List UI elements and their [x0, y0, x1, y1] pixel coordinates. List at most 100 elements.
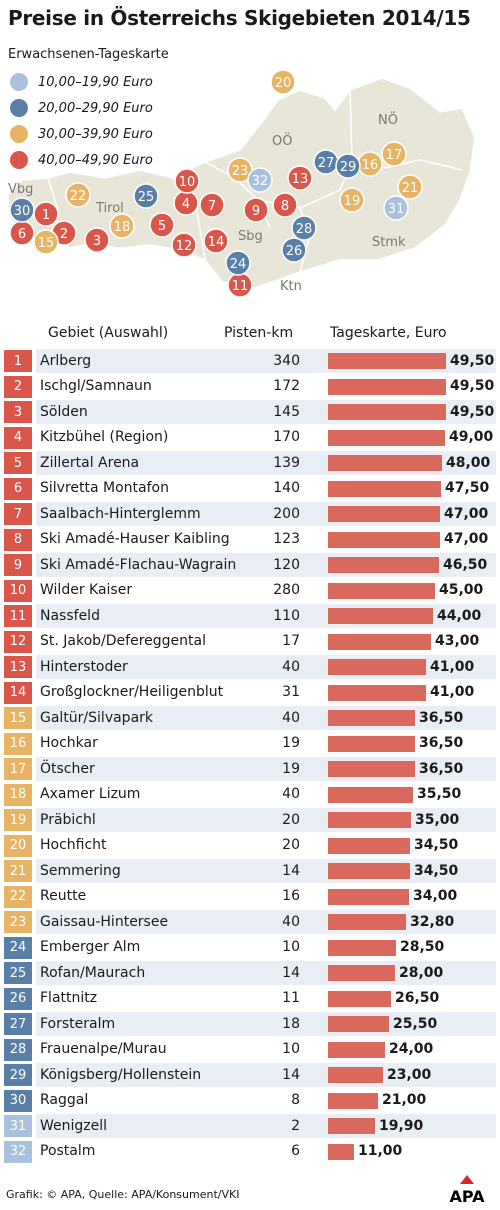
map-marker-circle — [171, 232, 197, 258]
rank-badge: 9 — [4, 554, 32, 576]
rank-badge: 6 — [4, 477, 32, 500]
legend-label: 20,00–29,90 Euro — [38, 100, 153, 116]
area-name: Kitzbühel (Region) — [40, 429, 169, 446]
area-name: Arlberg — [40, 352, 92, 369]
region-label-sbg: Sbg — [238, 229, 263, 244]
price-label: 35,00 — [415, 811, 460, 828]
map-marker-number: 32 — [252, 174, 269, 189]
rank-badge: 18 — [4, 783, 32, 806]
price-bar — [328, 710, 415, 726]
rank-badge: 14 — [4, 681, 32, 704]
price-bar — [328, 659, 426, 675]
table-row: 2 Ischgl/Samnaun 172 49,50 — [0, 374, 500, 400]
piste-km: 145 — [273, 403, 300, 420]
map-marker: 30 — [9, 197, 35, 223]
map-marker-circle — [203, 228, 229, 254]
map-marker: 6 — [9, 220, 35, 246]
table-row: 7 Saalbach-Hinterglemm 200 47,00 — [0, 501, 500, 527]
map-marker: 10 — [174, 168, 200, 194]
piste-km: 17 — [282, 633, 300, 650]
price-bar — [328, 863, 410, 879]
map-marker-number: 31 — [388, 202, 405, 217]
area-name: Forsteralm — [40, 1015, 116, 1032]
piste-km: 172 — [273, 378, 300, 395]
table-header: Gebiet (Auswahl) Pisten-km Tageskarte, E… — [0, 325, 500, 345]
rank-badge: 27 — [4, 1013, 32, 1035]
row-stripe — [36, 1114, 496, 1138]
area-name: Wilder Kaiser — [40, 582, 133, 599]
region-label-tirol: Tirol — [95, 201, 124, 216]
price-bar — [328, 965, 395, 981]
area-name: Hochkar — [40, 735, 98, 752]
table-row: 27 Forsteralm 18 25,50 — [0, 1011, 500, 1037]
price-label: 24,00 — [389, 1041, 434, 1058]
piste-km: 20 — [282, 811, 300, 828]
price-label: 47,50 — [445, 480, 490, 497]
table-row: 26 Flattnitz 11 26,50 — [0, 986, 500, 1012]
price-bar — [328, 786, 413, 803]
region-label-ooe: OÖ — [272, 132, 292, 149]
map-marker-number: 20 — [275, 76, 292, 91]
map-marker: 13 — [287, 165, 313, 191]
price-label: 48,00 — [446, 454, 491, 471]
price-bar — [328, 939, 396, 956]
map-marker-number: 10 — [179, 175, 196, 190]
piste-km: 340 — [273, 352, 300, 369]
map-marker-number: 24 — [230, 257, 247, 272]
map-marker: 21 — [397, 174, 423, 200]
table-row: 21 Semmering 14 34,50 — [0, 858, 500, 884]
area-name: Ötscher — [40, 760, 95, 777]
rank-badge: 24 — [4, 936, 32, 959]
map-marker-number: 12 — [176, 239, 193, 254]
rank-badge: 31 — [4, 1115, 32, 1137]
area-name: Raggal — [40, 1092, 89, 1109]
map-marker-number: 22 — [70, 189, 87, 204]
price-label: 47,00 — [444, 531, 489, 548]
price-bar — [328, 608, 433, 624]
area-name: Reutte — [40, 888, 87, 905]
map-marker-number: 8 — [281, 199, 289, 214]
table-row: 15 Galtür/Silvapark 40 36,50 — [0, 705, 500, 731]
map-marker-circle — [225, 250, 251, 276]
area-name: Wenigzell — [40, 1117, 108, 1134]
table-row: 14 Großglockner/Heiligenblut 31 41,00 — [0, 680, 500, 706]
map-marker: 24 — [225, 250, 251, 276]
legend-swatch — [10, 151, 28, 169]
price-label: 49,50 — [450, 352, 495, 369]
map-marker-number: 23 — [232, 164, 249, 179]
map-marker-circle — [339, 187, 365, 213]
map-marker: 25 — [133, 183, 159, 209]
price-bar — [328, 914, 406, 930]
footer-credit: Grafik: © APA, Quelle: APA/Konsument/VKI — [6, 1188, 240, 1201]
rank-badge: 11 — [4, 605, 32, 627]
header-km: Pisten-km — [224, 325, 294, 341]
table-row: 30 Raggal 8 21,00 — [0, 1088, 500, 1114]
piste-km: 8 — [291, 1092, 300, 1109]
map-marker-circle — [227, 157, 253, 183]
map-marker-circle — [84, 227, 110, 253]
rank-badge: 10 — [4, 579, 32, 602]
price-bar — [328, 582, 435, 599]
piste-km: 170 — [273, 429, 300, 446]
map-marker-number: 14 — [208, 235, 225, 250]
price-label: 28,00 — [399, 964, 444, 981]
area-name: Postalm — [40, 1143, 96, 1160]
legend-label: 40,00–49,90 Euro — [38, 152, 153, 168]
price-label: 49,00 — [449, 429, 494, 446]
piste-km: 40 — [282, 913, 300, 930]
price-label: 34,50 — [414, 837, 459, 854]
piste-km: 11 — [282, 990, 300, 1007]
apa-logo: APA — [449, 1175, 485, 1205]
map-marker: 12 — [171, 232, 197, 258]
table-row: 22 Reutte 16 34,00 — [0, 884, 500, 910]
area-name: Axamer Lizum — [40, 786, 141, 803]
table-row: 28 Frauenalpe/Murau 10 24,00 — [0, 1037, 500, 1063]
piste-km: 19 — [282, 735, 300, 752]
area-name: Saalbach-Hinterglemm — [40, 505, 201, 522]
rank-badge: 29 — [4, 1064, 32, 1086]
price-label: 43,00 — [435, 633, 480, 650]
map-marker-circle — [33, 229, 59, 255]
piste-km: 140 — [273, 480, 300, 497]
price-label: 36,50 — [419, 709, 464, 726]
